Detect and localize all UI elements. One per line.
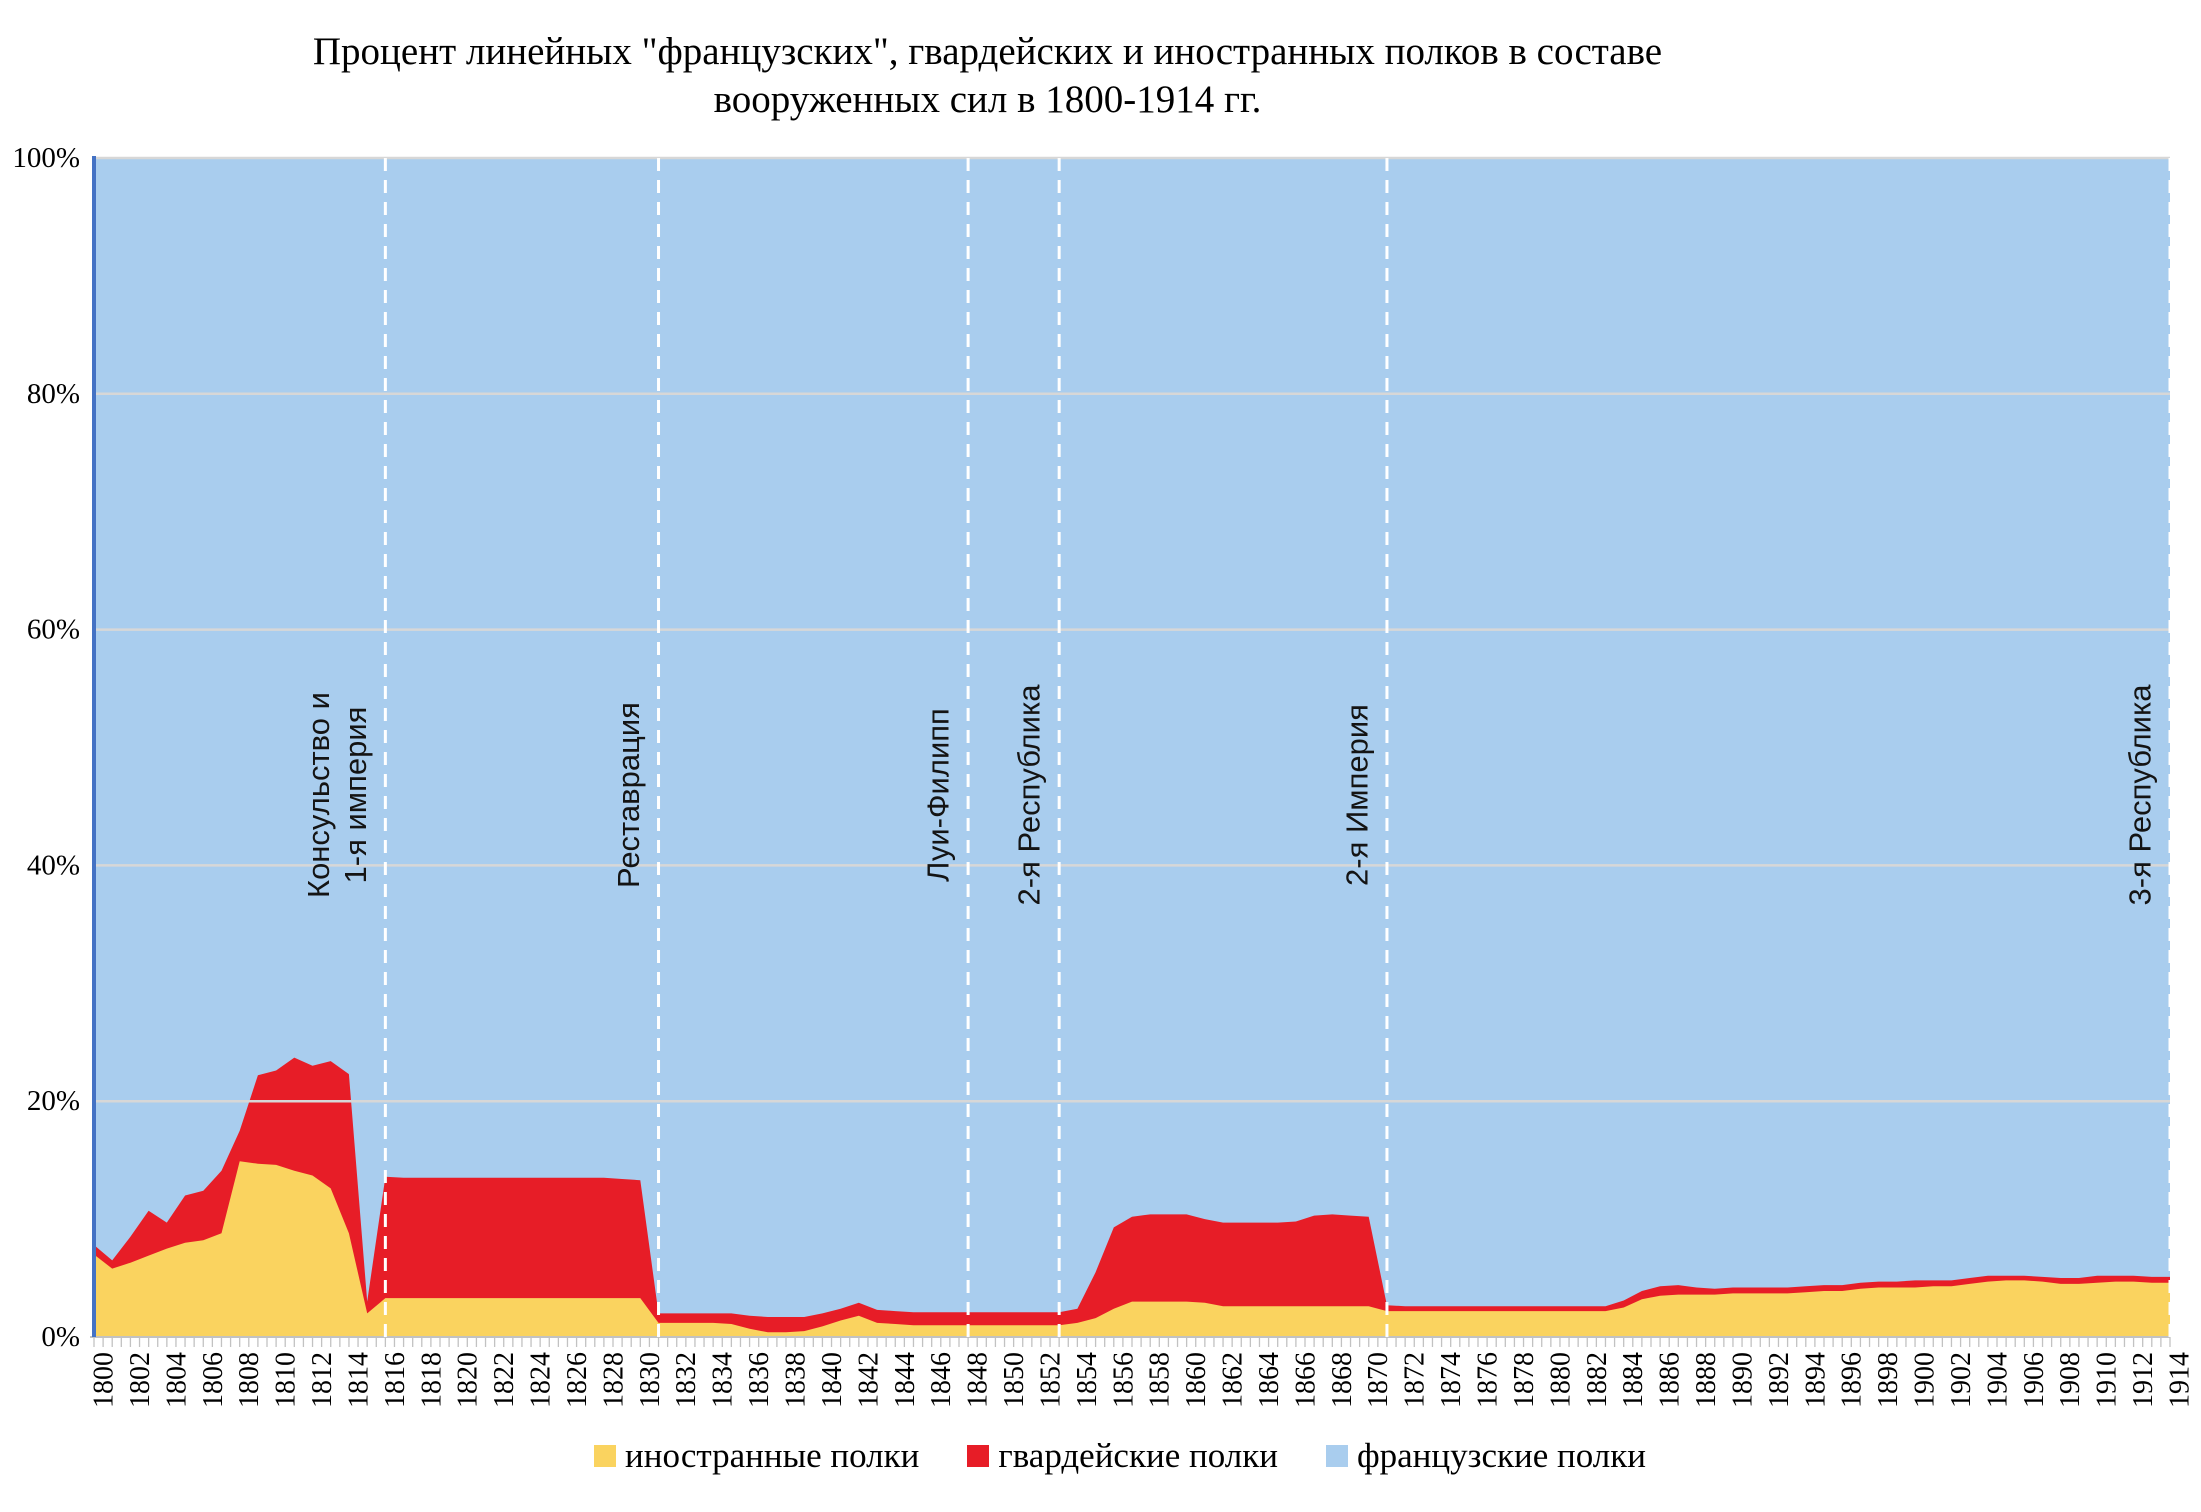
x-axis-label: 1814 — [343, 1352, 374, 1408]
x-axis-label: 1810 — [271, 1352, 302, 1408]
period-marker-label: 2-я Империя — [1339, 704, 1374, 886]
x-axis-label: 1904 — [1982, 1352, 2013, 1408]
y-axis-label: 0% — [41, 1321, 80, 1353]
x-axis-label: 1906 — [2019, 1352, 2050, 1408]
x-axis-label: 1856 — [1108, 1352, 1139, 1408]
x-axis-label: 1826 — [562, 1352, 593, 1408]
y-axis-label: 20% — [27, 1085, 80, 1117]
x-axis-label: 1910 — [2092, 1352, 2123, 1408]
x-axis-label: 1862 — [1218, 1352, 1249, 1408]
legend-item: иностранные полки — [594, 1436, 919, 1476]
legend-label: французские полки — [1356, 1436, 1646, 1475]
x-axis-label: 1888 — [1691, 1352, 1722, 1408]
area-french-regiments — [94, 158, 2170, 1337]
period-marker-label: Луи-Филипп — [921, 708, 956, 882]
x-axis-label: 1804 — [161, 1352, 192, 1408]
x-axis-label: 1852 — [1035, 1352, 1066, 1408]
legend: иностранные полки гвардейские полки францу… — [0, 1436, 2201, 1476]
x-axis-label: 1872 — [1400, 1352, 1431, 1408]
x-axis-label: 1812 — [307, 1352, 338, 1408]
x-axis-label: 1864 — [1254, 1352, 1285, 1408]
x-axis-label: 1844 — [890, 1352, 921, 1408]
x-axis-label: 1816 — [380, 1352, 411, 1408]
legend-item: французские полки — [1325, 1436, 1646, 1476]
area-foreign-regiments — [94, 1161, 2170, 1337]
x-axis-label: 1874 — [1436, 1352, 1467, 1408]
x-axis-label: 1832 — [671, 1352, 702, 1408]
x-axis-label: 1838 — [781, 1352, 812, 1408]
x-axis-label: 1822 — [489, 1352, 520, 1408]
chart-title-line1: Процент линейных "французских", гвардейс… — [312, 30, 1663, 73]
x-axis-label: 1890 — [1727, 1352, 1758, 1408]
x-axis-label: 1876 — [1473, 1352, 1504, 1408]
x-axis-label: 1882 — [1582, 1352, 1613, 1408]
x-axis-label: 1898 — [1873, 1352, 1904, 1408]
period-marker-label: 1-я империя — [338, 707, 373, 884]
x-axis-label: 1900 — [1910, 1352, 1941, 1408]
x-axis-label: 1830 — [635, 1352, 666, 1408]
x-axis-label: 1836 — [744, 1352, 775, 1408]
x-axis-label: 1866 — [1290, 1352, 1321, 1408]
x-axis-label: 1800 — [89, 1352, 120, 1408]
x-axis-label: 1840 — [817, 1352, 848, 1408]
legend-swatch — [967, 1445, 990, 1467]
y-axis-label: 100% — [12, 142, 80, 174]
x-axis-label: 1850 — [999, 1352, 1030, 1408]
x-axis-label: 1858 — [1145, 1352, 1176, 1408]
legend-swatch — [1325, 1445, 1348, 1467]
legend-item: гвардейские полки — [967, 1436, 1278, 1476]
x-axis-label: 1908 — [2055, 1352, 2086, 1408]
x-axis-label: 1834 — [708, 1352, 739, 1408]
x-axis-label: 1896 — [1837, 1352, 1868, 1408]
x-axis-label: 1886 — [1655, 1352, 1686, 1408]
legend-label: иностранные полки — [625, 1436, 920, 1475]
x-axis-label: 1868 — [1327, 1352, 1358, 1408]
x-axis-label: 1806 — [198, 1352, 229, 1408]
x-axis-label: 1892 — [1764, 1352, 1795, 1408]
area-guard-regiments — [94, 1057, 2170, 1337]
x-axis-label: 1820 — [453, 1352, 484, 1408]
x-axis-label: 1884 — [1618, 1352, 1649, 1408]
x-axis-label: 1870 — [1363, 1352, 1394, 1408]
x-axis-label: 1902 — [1946, 1352, 1977, 1408]
y-axis-label: 60% — [27, 614, 80, 646]
x-axis-label: 1854 — [1072, 1352, 1103, 1408]
x-axis-label: 1894 — [1800, 1352, 1831, 1408]
period-marker-label: 3-я Республика — [2123, 684, 2158, 906]
chart-title: Процент линейных "французских", гвардейс… — [0, 28, 1975, 123]
x-axis-label: 1842 — [853, 1352, 884, 1408]
period-marker-label: Консульство и — [301, 692, 336, 898]
x-axis-label: 1802 — [125, 1352, 156, 1408]
x-axis-label: 1824 — [526, 1352, 557, 1408]
x-axis-label: 1846 — [926, 1352, 957, 1408]
x-axis-label: 1880 — [1545, 1352, 1576, 1408]
period-marker-label: 2-я Республика — [1012, 684, 1047, 906]
x-axis-label: 1828 — [598, 1352, 629, 1408]
x-axis-label: 1914 — [2165, 1352, 2196, 1408]
y-axis-label: 80% — [27, 378, 80, 410]
legend-label: гвардейские полки — [998, 1436, 1278, 1475]
chart-title-line2: вооруженных сил в 1800-1914 гг. — [713, 77, 1262, 121]
legend-swatch — [594, 1445, 616, 1467]
x-axis-label: 1878 — [1509, 1352, 1540, 1408]
x-axis-label: 1848 — [963, 1352, 994, 1408]
x-axis-label: 1818 — [416, 1352, 447, 1408]
x-axis-label: 1860 — [1181, 1352, 1212, 1408]
period-marker-label: Реставрация — [611, 702, 646, 888]
x-axis-label: 1808 — [234, 1352, 265, 1408]
y-axis-label: 40% — [27, 849, 80, 881]
x-axis-label: 1912 — [2128, 1352, 2159, 1408]
